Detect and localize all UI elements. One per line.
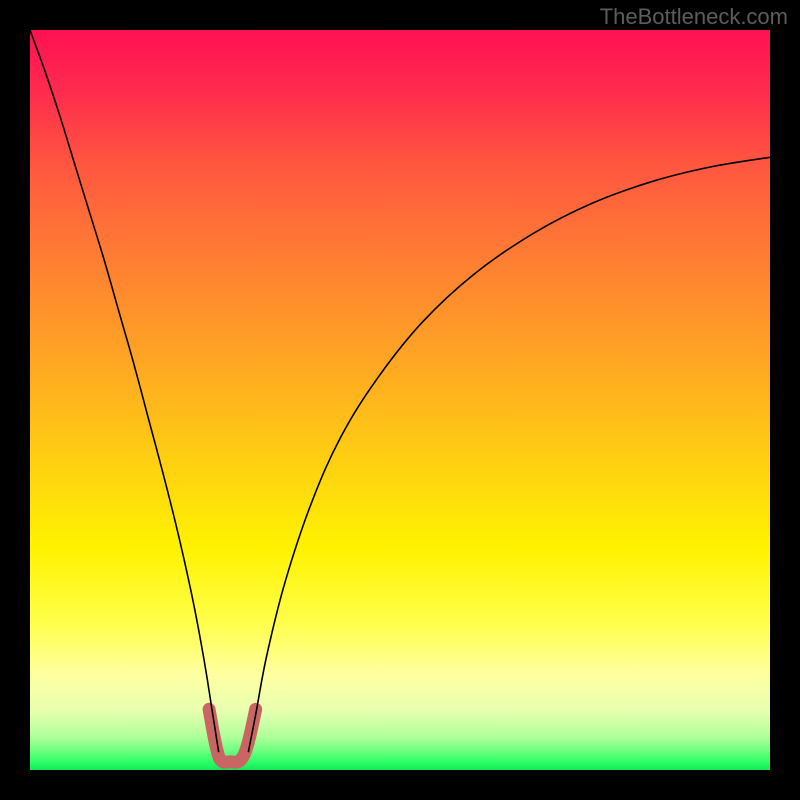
chart-svg (30, 30, 770, 770)
curve-left-branch (30, 30, 219, 752)
plot-area (30, 30, 770, 770)
curve-right-branch (248, 157, 770, 752)
watermark-text: TheBottleneck.com (600, 4, 788, 30)
